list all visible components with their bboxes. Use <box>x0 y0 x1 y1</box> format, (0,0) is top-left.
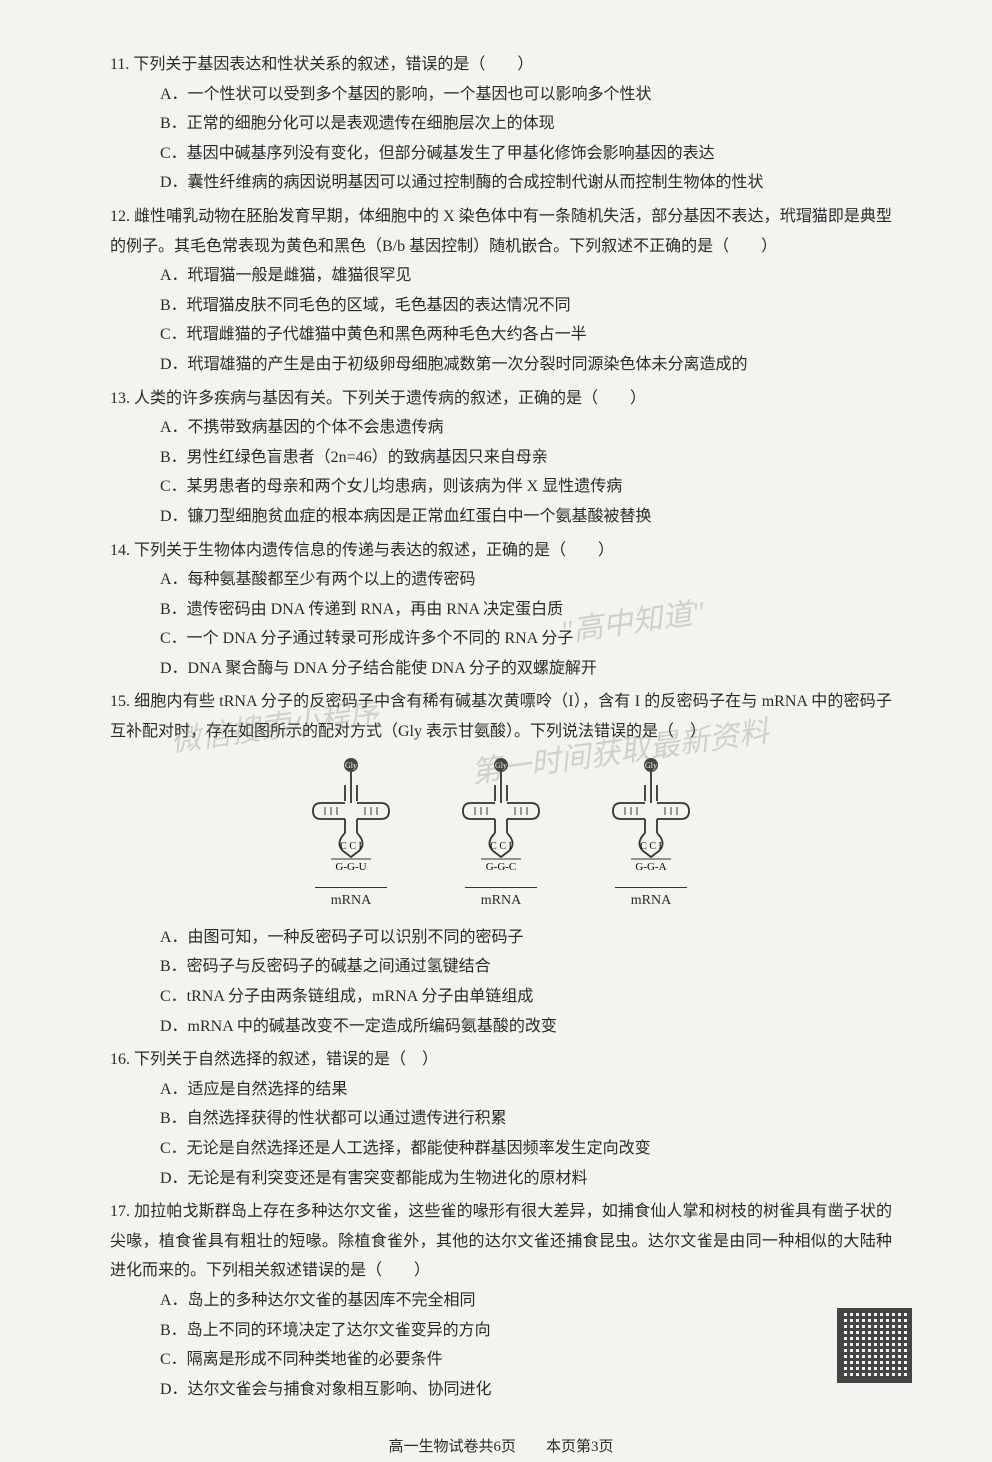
q12-stem: 12. 雌性哺乳动物在胚胎发育早期，体细胞中的 X 染色体中有一条随机失活，部分… <box>110 202 892 261</box>
mrna-label-2: mRNA <box>465 887 537 914</box>
svg-text:G-G-U: G-G-U <box>335 861 366 873</box>
q11-option-a: A．一个性状可以受到多个基因的影响，一个基因也可以影响多个性状 <box>110 80 892 110</box>
trna-diagram-row: Gly C C I G-G-U mRNA Gly <box>110 755 892 915</box>
trna-svg-2: Gly C C I G-G-C <box>451 755 551 875</box>
q17-option-a: A．岛上的多种达尔文雀的基因库不完全相同 <box>110 1286 892 1316</box>
trna-diagram-3: Gly C C I G-G-A mRNA <box>601 755 701 915</box>
q12-option-c: C．玳瑁雌猫的子代雄猫中黄色和黑色两种毛色大约各占一半 <box>110 320 892 350</box>
svg-text:G-G-A: G-G-A <box>635 861 666 873</box>
q13-option-a: A．不携带致病基因的个体不会患遗传病 <box>110 413 892 443</box>
q15-stem: 15. 细胞内有些 tRNA 分子的反密码子中含有稀有碱基次黄嘌呤（I），含有 … <box>110 687 892 746</box>
q12-option-a: A．玳瑁猫一般是雌猫，雄猫很罕见 <box>110 261 892 291</box>
trna-diagram-1: Gly C C I G-G-U mRNA <box>301 755 401 915</box>
svg-text:Gly: Gly <box>345 761 357 770</box>
trna-svg-1: Gly C C I G-G-U <box>301 755 401 875</box>
q14-option-c: C．一个 DNA 分子通过转录可形成许多个不同的 RNA 分子 <box>110 624 892 654</box>
q14-option-a: A．每种氨基酸都至少有两个以上的遗传密码 <box>110 565 892 595</box>
q16-option-a: A．适应是自然选择的结果 <box>110 1075 892 1105</box>
q11-option-c: C．基因中碱基序列没有变化，但部分碱基发生了甲基化修饰会影响基因的表达 <box>110 139 892 169</box>
trna-svg-3: Gly C C I G-G-A <box>601 755 701 875</box>
page-footer: 高一生物试卷共6页 本页第3页 <box>110 1434 892 1462</box>
q13-option-c: C．某男患者的母亲和两个女儿均患病，则该病为伴 X 显性遗传病 <box>110 472 892 502</box>
q14-stem: 14. 下列关于生物体内遗传信息的传递与表达的叙述，正确的是（ ） <box>110 536 892 566</box>
svg-text:C C I: C C I <box>340 841 362 852</box>
question-13: 13. 人类的许多疾病与基因有关。下列关于遗传病的叙述，正确的是（ ） A．不携… <box>110 384 892 532</box>
svg-text:C C I: C C I <box>490 841 512 852</box>
q13-option-d: D．镰刀型细胞贫血症的根本病因是正常血红蛋白中一个氨基酸被替换 <box>110 502 892 532</box>
q11-option-b: B．正常的细胞分化可以是表观遗传在细胞层次上的体现 <box>110 109 892 139</box>
question-14: 14. 下列关于生物体内遗传信息的传递与表达的叙述，正确的是（ ） A．每种氨基… <box>110 536 892 684</box>
q13-option-b: B．男性红绿色盲患者（2n=46）的致病基因只来自母亲 <box>110 443 892 473</box>
mrna-label-1: mRNA <box>315 887 387 914</box>
q15-option-d: D．mRNA 中的碱基改变不一定造成所编码氨基酸的改变 <box>110 1012 892 1042</box>
q15-option-a: A．由图可知，一种反密码子可以识别不同的密码子 <box>110 923 892 953</box>
q16-option-b: B．自然选择获得的性状都可以通过遗传进行积累 <box>110 1104 892 1134</box>
q15-option-b: B．密码子与反密码子的碱基之间通过氢键结合 <box>110 952 892 982</box>
q12-option-b: B．玳瑁猫皮肤不同毛色的区域，毛色基因的表达情况不同 <box>110 291 892 321</box>
q17-option-d: D．达尔文雀会与捕食对象相互影响、协同进化 <box>110 1375 892 1405</box>
q16-option-d: D．无论是有利突变还是有害突变都能成为生物进化的原材料 <box>110 1164 892 1194</box>
trna-diagram-2: Gly C C I G-G-C mRNA <box>451 755 551 915</box>
question-11: 11. 下列关于基因表达和性状关系的叙述，错误的是（ ） A．一个性状可以受到多… <box>110 50 892 198</box>
question-16: 16. 下列关于自然选择的叙述，错误的是（ ） A．适应是自然选择的结果 B．自… <box>110 1045 892 1193</box>
q14-option-d: D．DNA 聚合酶与 DNA 分子结合能使 DNA 分子的双螺旋解开 <box>110 654 892 684</box>
q16-stem: 16. 下列关于自然选择的叙述，错误的是（ ） <box>110 1045 892 1075</box>
q17-option-c: C．隔离是形成不同种类地雀的必要条件 <box>110 1345 892 1375</box>
svg-text:C C I: C C I <box>640 841 662 852</box>
svg-text:Gly: Gly <box>495 761 507 770</box>
q13-stem: 13. 人类的许多疾病与基因有关。下列关于遗传病的叙述，正确的是（ ） <box>110 384 892 414</box>
mrna-label-3: mRNA <box>615 887 687 914</box>
q14-option-b: B．遗传密码由 DNA 传递到 RNA，再由 RNA 决定蛋白质 <box>110 595 892 625</box>
q17-option-b: B．岛上不同的环境决定了达尔文雀变异的方向 <box>110 1316 892 1346</box>
q11-stem: 11. 下列关于基因表达和性状关系的叙述，错误的是（ ） <box>110 50 892 80</box>
svg-text:G-G-C: G-G-C <box>486 861 517 873</box>
q17-stem: 17. 加拉帕戈斯群岛上存在多种达尔文雀，这些雀的喙形有很大差异，如捕食仙人掌和… <box>110 1197 892 1286</box>
q11-option-d: D．囊性纤维病的病因说明基因可以通过控制酶的合成控制代谢从而控制生物体的性状 <box>110 168 892 198</box>
question-15: 15. 细胞内有些 tRNA 分子的反密码子中含有稀有碱基次黄嘌呤（I），含有 … <box>110 687 892 1041</box>
question-12: 12. 雌性哺乳动物在胚胎发育早期，体细胞中的 X 染色体中有一条随机失活，部分… <box>110 202 892 380</box>
question-17: 17. 加拉帕戈斯群岛上存在多种达尔文雀，这些雀的喙形有很大差异，如捕食仙人掌和… <box>110 1197 892 1404</box>
q12-option-d: D．玳瑁雄猫的产生是由于初级卵母细胞减数第一次分裂时同源染色体未分离造成的 <box>110 350 892 380</box>
q16-option-c: C．无论是自然选择还是人工选择，都能使种群基因频率发生定向改变 <box>110 1134 892 1164</box>
qr-code <box>837 1308 912 1383</box>
svg-text:Gly: Gly <box>645 761 657 770</box>
q15-option-c: C．tRNA 分子由两条链组成，mRNA 分子由单链组成 <box>110 982 892 1012</box>
